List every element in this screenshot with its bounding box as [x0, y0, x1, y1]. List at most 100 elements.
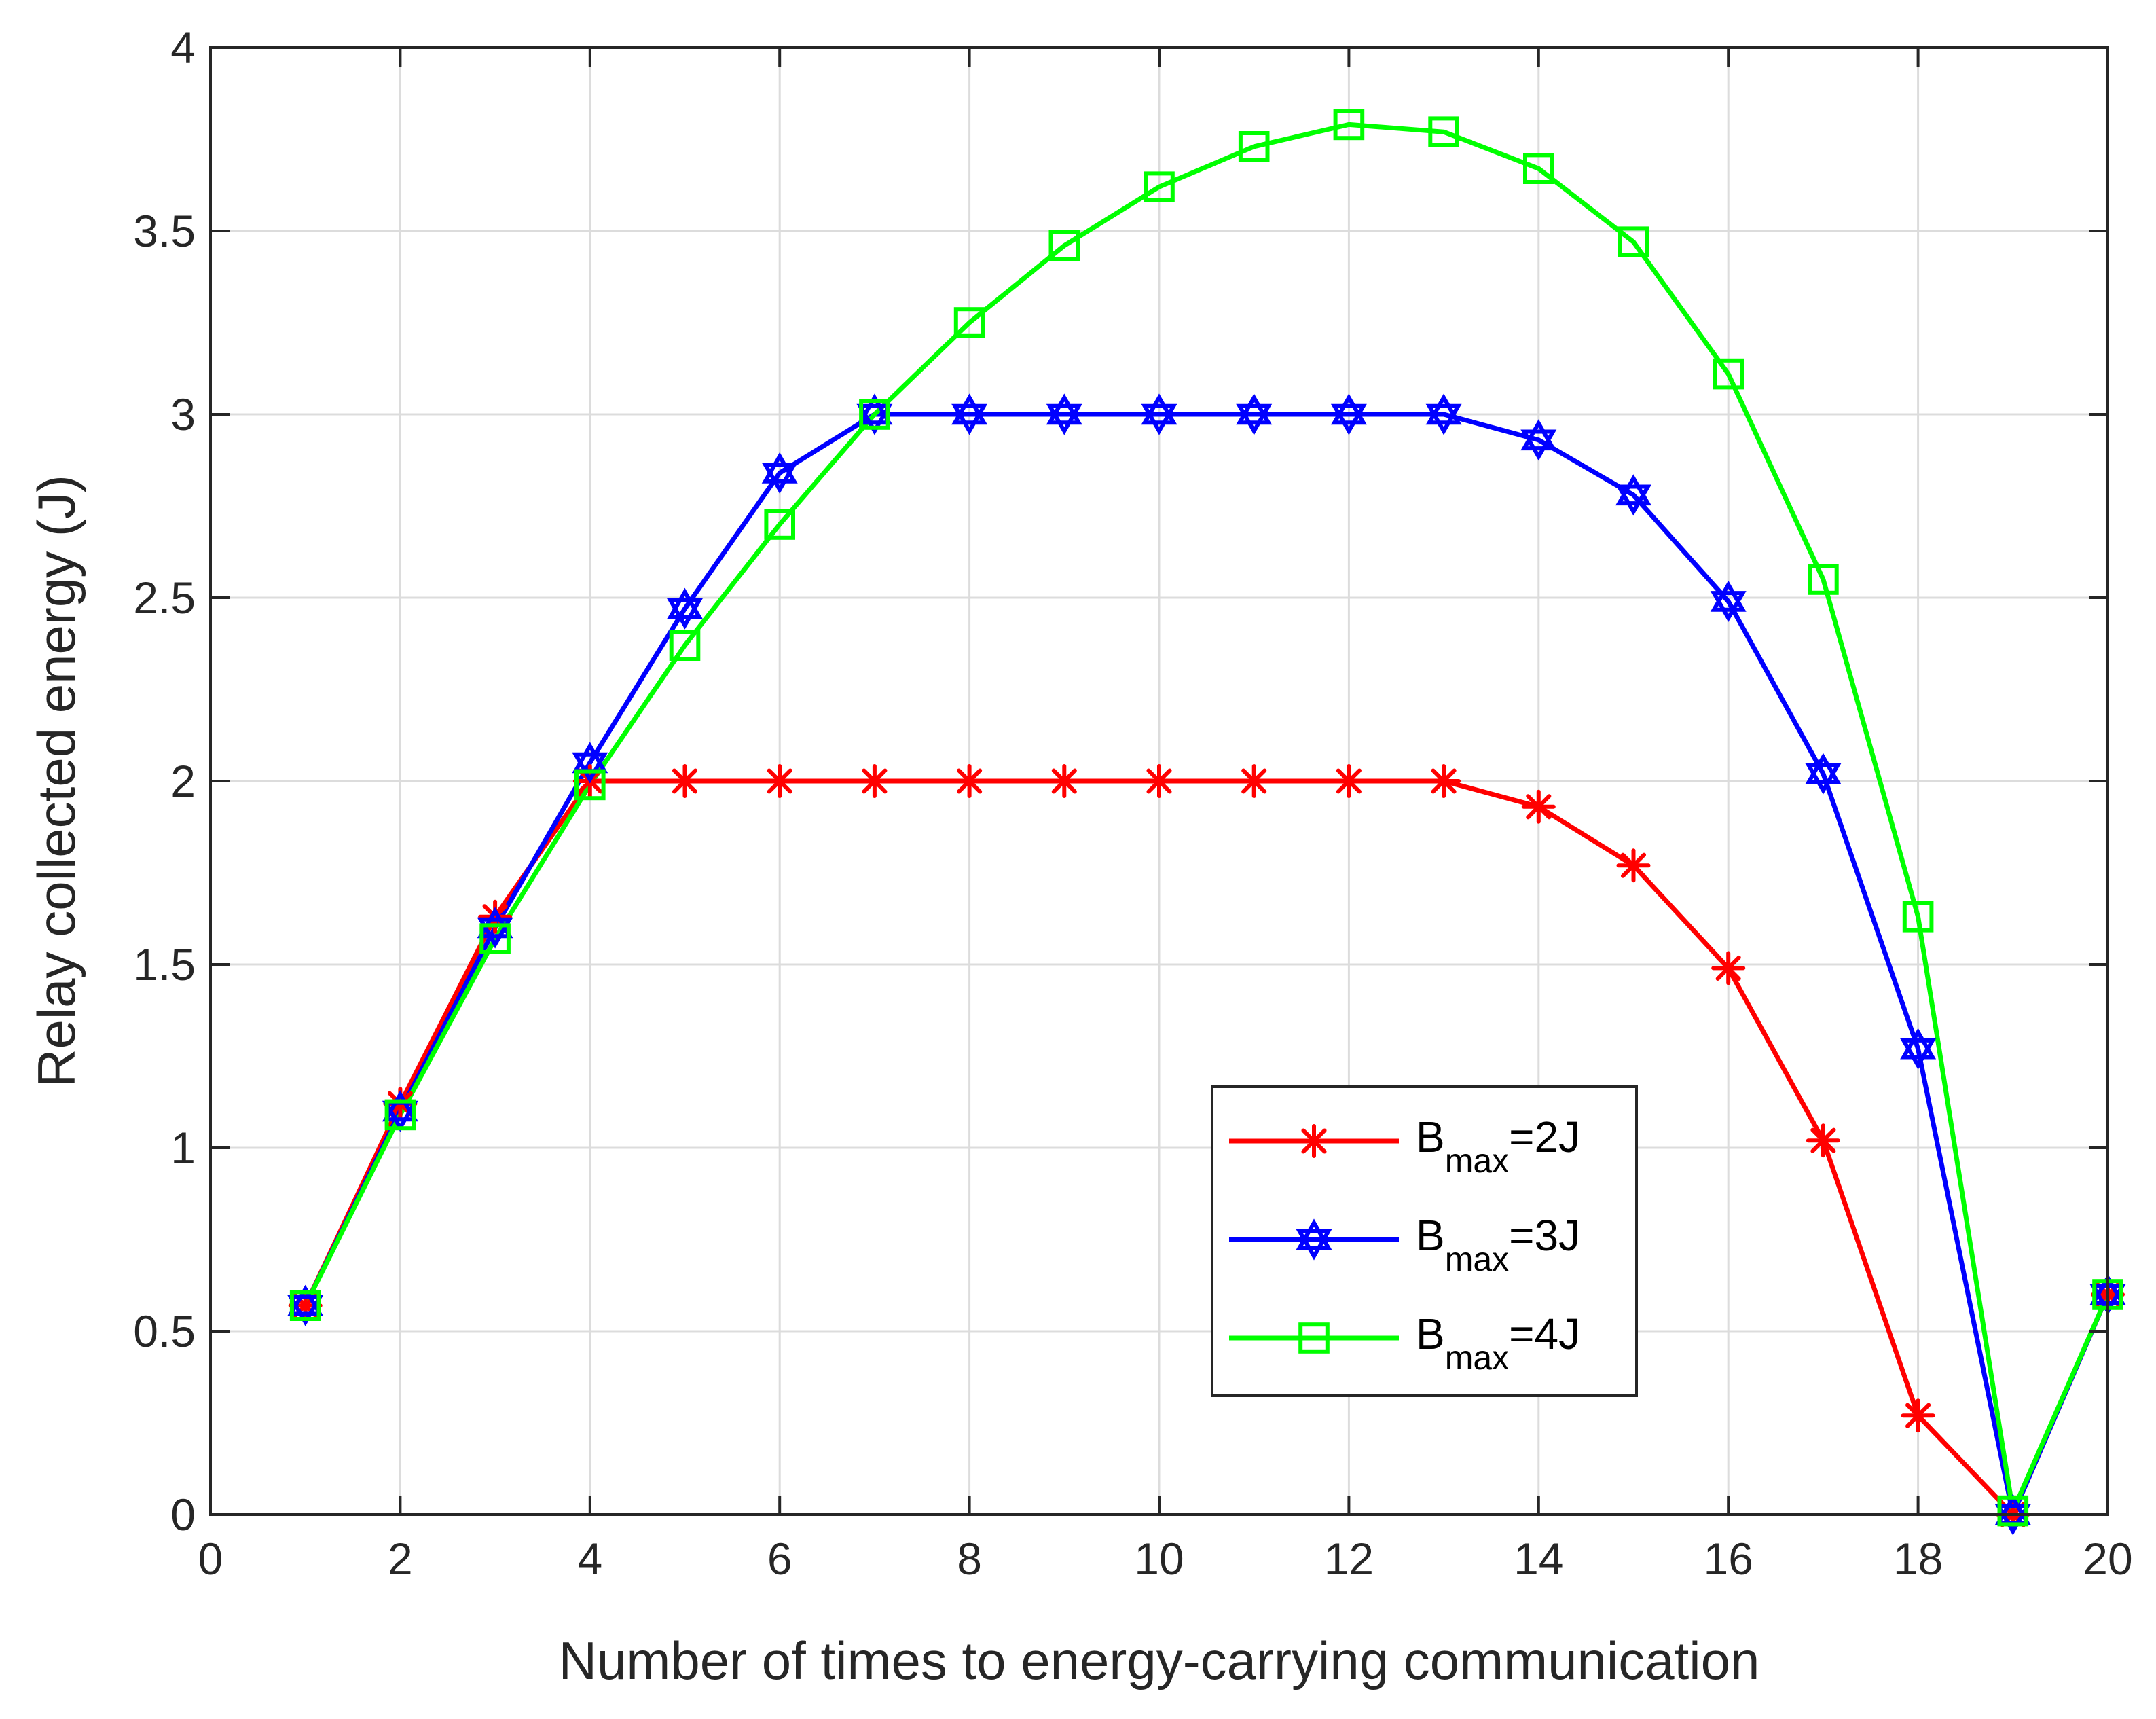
data-point-square: [1618, 226, 1649, 257]
legend-label: Bmax=2J: [1416, 1112, 1580, 1180]
data-point-asterisk: [1616, 848, 1651, 883]
data-point-asterisk: [1901, 1398, 1935, 1433]
x-tick-label: 14: [1514, 1534, 1563, 1584]
x-tick-label: 8: [957, 1534, 982, 1584]
x-tick-label: 20: [2083, 1534, 2132, 1584]
asterisk-stroke: [1051, 768, 1077, 794]
asterisk-stroke: [1336, 768, 1362, 794]
data-point-square: [1238, 131, 1270, 162]
x-tick-label: 10: [1134, 1534, 1184, 1584]
data-point-square: [953, 307, 985, 338]
data-point-hexagram: [1805, 753, 1842, 795]
y-tick-label: 1: [170, 1123, 196, 1173]
series-line-2: [303, 412, 2111, 1517]
series-markers: [287, 109, 2126, 1536]
data-point-asterisk: [1711, 951, 1746, 985]
axis-ticks: [209, 46, 2109, 1516]
legend-label: Bmax=3J: [1416, 1211, 1580, 1278]
asterisk-stroke: [1905, 1403, 1931, 1428]
asterisk-stroke: [1620, 852, 1647, 878]
legend-item-3: Bmax=4J: [1229, 1309, 1580, 1377]
legend-label-subscript: max: [1445, 1240, 1509, 1278]
data-point-asterisk: [1427, 764, 1461, 798]
data-point-hexagram: [856, 393, 893, 435]
legend-marker-asterisk: [1297, 1124, 1331, 1158]
asterisk-stroke: [1301, 1128, 1327, 1154]
data-point-hexagram: [287, 1284, 324, 1326]
y-tick-label: 1.5: [133, 939, 196, 990]
legend-label-tail: =4J: [1509, 1309, 1580, 1358]
x-tick-label: 4: [577, 1534, 602, 1584]
data-point-square: [1902, 901, 1934, 933]
data-point-hexagram: [1900, 1028, 1937, 1070]
data-point-asterisk: [668, 764, 702, 798]
data-point-hexagram: [761, 452, 798, 494]
data-point-square: [764, 509, 796, 540]
data-point-square: [1048, 230, 1080, 261]
data-point-square: [479, 923, 511, 955]
legend-item-2: Bmax=3J: [1229, 1211, 1580, 1278]
data-point-square: [669, 630, 701, 662]
data-point-hexagram: [1330, 393, 1367, 435]
data-point-asterisk: [1332, 764, 1366, 798]
y-axis-label: Relay collected energy (J): [26, 475, 86, 1087]
data-point-hexagram: [1520, 419, 1557, 461]
data-point-square: [289, 1290, 321, 1322]
data-point-asterisk: [763, 764, 797, 798]
x-tick-label: 6: [767, 1534, 792, 1584]
data-point-hexagram: [1141, 393, 1177, 435]
data-point-hexagram: [1046, 393, 1082, 435]
legend-label-subscript: max: [1445, 1142, 1509, 1180]
data-point-hexagram: [667, 587, 703, 630]
legend-label-tail: =2J: [1509, 1112, 1580, 1161]
data-point-hexagram: [1425, 393, 1462, 435]
data-point-asterisk: [857, 764, 892, 798]
legend-label-main: B: [1416, 1309, 1445, 1358]
legend-marker-square: [1298, 1322, 1330, 1354]
data-point-square: [1713, 358, 1744, 390]
data-point-square: [384, 1099, 416, 1131]
legend-label-main: B: [1416, 1112, 1445, 1161]
series-line-3: [303, 122, 2111, 1514]
data-point-asterisk: [1521, 789, 1556, 824]
data-point-square: [1333, 109, 1365, 141]
asterisk-stroke: [1715, 955, 1741, 981]
x-tick-label: 12: [1324, 1534, 1374, 1584]
asterisk-stroke: [767, 768, 792, 794]
asterisk-stroke: [957, 768, 983, 794]
y-tick-label: 2.5: [133, 573, 196, 623]
data-point-asterisk: [1237, 764, 1271, 798]
data-point-hexagram: [951, 393, 988, 435]
data-point-square: [1144, 171, 1175, 202]
data-point-hexagram: [1236, 393, 1273, 435]
x-tick-label: 16: [1703, 1534, 1753, 1584]
asterisk-stroke: [862, 768, 888, 794]
data-point-asterisk: [952, 764, 987, 798]
data-point-square: [1808, 564, 1839, 595]
data-point-asterisk: [1047, 764, 1082, 798]
data-point-square: [1997, 1495, 2029, 1527]
asterisk-stroke: [1431, 768, 1457, 794]
x-tick-label: 2: [388, 1534, 413, 1584]
legend-label-subscript: max: [1445, 1339, 1509, 1377]
y-tick-label: 3.5: [133, 206, 196, 256]
data-point-square: [859, 399, 890, 430]
y-tick-label: 3: [170, 389, 196, 439]
legend-label-tail: =3J: [1509, 1211, 1580, 1260]
asterisk-stroke: [672, 768, 698, 794]
y-tick-label: 4: [170, 22, 196, 73]
data-point-square: [1523, 153, 1554, 184]
legend-marker-hexagram: [1296, 1218, 1332, 1261]
x-tick-label: 18: [1893, 1534, 1943, 1584]
data-point-square: [1428, 116, 1459, 147]
asterisk-stroke: [1810, 1127, 1836, 1153]
asterisk-stroke: [1526, 794, 1552, 820]
tick-labels: 0 2 4 6 8 10 12 14 16 18 20 0 0.5 1 1.5 2 2.5 3 3.5 4: [133, 22, 2132, 1584]
x-tick-label: 0: [198, 1534, 223, 1584]
y-tick-label: 0: [170, 1489, 196, 1540]
legend-label: Bmax=4J: [1416, 1309, 1580, 1377]
asterisk-stroke: [1241, 768, 1267, 794]
data-point-hexagram: [1615, 474, 1651, 516]
